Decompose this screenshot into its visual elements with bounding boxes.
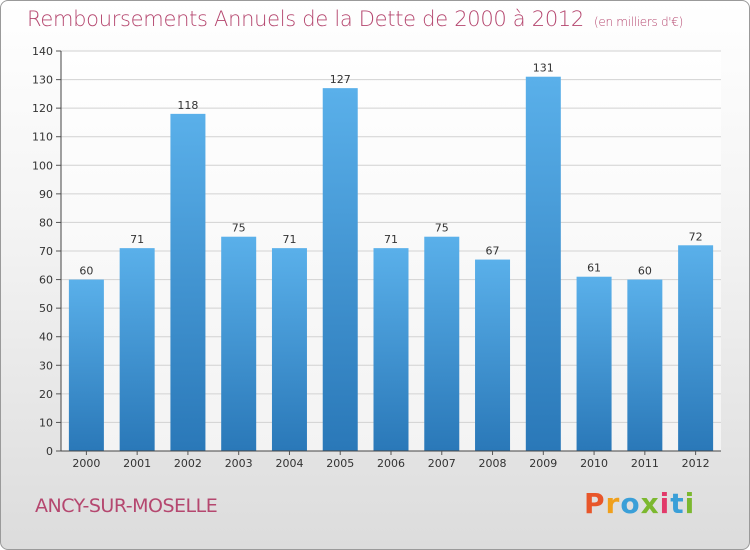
y-tick-label: 60 xyxy=(39,274,53,287)
y-tick-label: 90 xyxy=(39,188,53,201)
x-tick-label: 2009 xyxy=(529,457,557,470)
y-tick-label: 140 xyxy=(32,45,53,58)
bar-value-label: 67 xyxy=(486,245,500,258)
y-tick-label: 20 xyxy=(39,388,53,401)
bar-2008 xyxy=(475,259,511,451)
bar-2010 xyxy=(576,276,612,451)
x-tick-label: 2003 xyxy=(225,457,253,470)
y-tick-label: 10 xyxy=(39,416,53,429)
logo-letter: o xyxy=(620,487,641,520)
bar-value-label: 127 xyxy=(330,73,351,86)
chart-title-text: Remboursements Annuels de la Dette de 20… xyxy=(27,7,584,31)
bar-2001 xyxy=(119,248,155,451)
x-tick-label: 2005 xyxy=(326,457,354,470)
x-tick-label: 2012 xyxy=(682,457,710,470)
bar-value-label: 131 xyxy=(533,62,554,75)
bar-2005 xyxy=(322,88,358,452)
logo-letter: r xyxy=(605,487,621,520)
y-tick-label: 30 xyxy=(39,359,53,372)
bar-2000 xyxy=(68,279,104,451)
y-tick-label: 130 xyxy=(32,74,53,87)
bar-2006 xyxy=(373,248,409,451)
bar-value-label: 60 xyxy=(79,265,93,278)
chart-title: Remboursements Annuels de la Dette de 20… xyxy=(27,7,683,31)
logo-letter: P xyxy=(584,487,606,520)
x-tick-label: 2007 xyxy=(428,457,456,470)
bar-value-label: 71 xyxy=(384,233,398,246)
bar-value-label: 71 xyxy=(282,233,296,246)
x-tick-label: 2011 xyxy=(631,457,659,470)
y-tick-label: 70 xyxy=(39,245,53,258)
bar-2004 xyxy=(271,248,307,451)
x-tick-label: 2006 xyxy=(377,457,405,470)
bar-value-label: 61 xyxy=(587,262,601,275)
x-tick-label: 2001 xyxy=(123,457,151,470)
bar-value-label: 72 xyxy=(689,230,703,243)
bar-2009 xyxy=(525,76,561,451)
bar-value-label: 118 xyxy=(177,99,198,112)
y-tick-label: 0 xyxy=(46,445,53,458)
bar-2007 xyxy=(424,236,460,451)
y-tick-label: 50 xyxy=(39,302,53,315)
bar-value-label: 71 xyxy=(130,233,144,246)
bars: 60 71 118 75 71 127 71 75 67 131 61 60 72 xyxy=(68,62,714,452)
x-tick-label: 2004 xyxy=(275,457,303,470)
logo-letter: x xyxy=(640,487,660,520)
y-tick-label: 80 xyxy=(39,216,53,229)
bar-value-label: 60 xyxy=(638,265,652,278)
x-tick-label: 2010 xyxy=(580,457,608,470)
proxiti-logo: Proxiti xyxy=(584,487,695,520)
chart-unit: (en milliers d'€) xyxy=(594,15,684,29)
bar-value-label: 75 xyxy=(232,222,246,235)
x-tick-label: 2002 xyxy=(174,457,202,470)
y-tick-label: 40 xyxy=(39,331,53,344)
logo-letter: i xyxy=(684,487,696,520)
x-tick-label: 2008 xyxy=(479,457,507,470)
x-axis: 2000 2001 2002 2003 2004 2005 2006 2007 2008 2009… xyxy=(61,450,721,470)
y-tick-label: 100 xyxy=(32,159,53,172)
x-tick-label: 2000 xyxy=(72,457,100,470)
bar-2011 xyxy=(627,279,663,451)
logo-letter: i xyxy=(659,487,671,520)
logo-letter: t xyxy=(670,487,685,520)
bar-2012 xyxy=(678,245,714,451)
y-axis: 0 10 20 30 40 50 60 70 80 90 100 110 120 130 140 xyxy=(32,45,62,458)
bar-value-label: 75 xyxy=(435,222,449,235)
commune-name: ANCY-SUR-MOSELLE xyxy=(35,495,218,517)
bar-2002 xyxy=(170,113,206,451)
y-tick-label: 120 xyxy=(32,102,53,115)
bar-2003 xyxy=(221,236,257,451)
y-tick-label: 110 xyxy=(32,131,53,144)
